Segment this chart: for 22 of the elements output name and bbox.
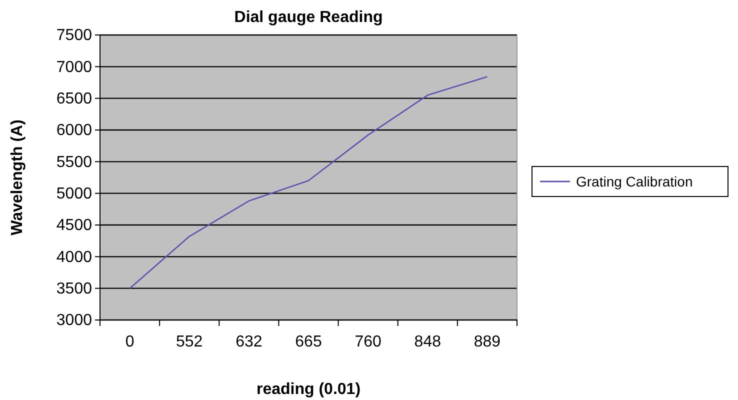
legend-label: Grating Calibration <box>576 174 693 190</box>
x-tick-label: 632 <box>236 334 262 351</box>
x-tick-label: 0 <box>125 334 134 351</box>
y-tick-label: 3500 <box>56 280 92 298</box>
y-tick-label: 6000 <box>56 122 92 140</box>
x-tick-label: 889 <box>474 334 501 351</box>
y-tick-label: 3000 <box>56 312 92 330</box>
y-tick-label: 5500 <box>56 154 92 171</box>
x-tick-label: 552 <box>176 334 203 351</box>
y-tick-label: 7500 <box>56 27 92 44</box>
y-tick-label: 6500 <box>56 90 92 108</box>
x-tick-label: 760 <box>354 334 382 351</box>
y-axis-title: Wavelength (A) <box>9 120 26 236</box>
y-tick-label: 4500 <box>56 217 92 234</box>
y-tick-label: 4000 <box>56 248 92 266</box>
y-tick-label: 5000 <box>56 185 92 202</box>
chart-title: Dial gauge Reading <box>234 9 383 26</box>
x-tick-label: 848 <box>414 334 442 351</box>
line-series <box>129 76 488 289</box>
x-tick-label: 665 <box>295 334 322 351</box>
x-axis-title: reading (0.01) <box>256 381 361 398</box>
y-tick-label: 7000 <box>56 58 92 76</box>
